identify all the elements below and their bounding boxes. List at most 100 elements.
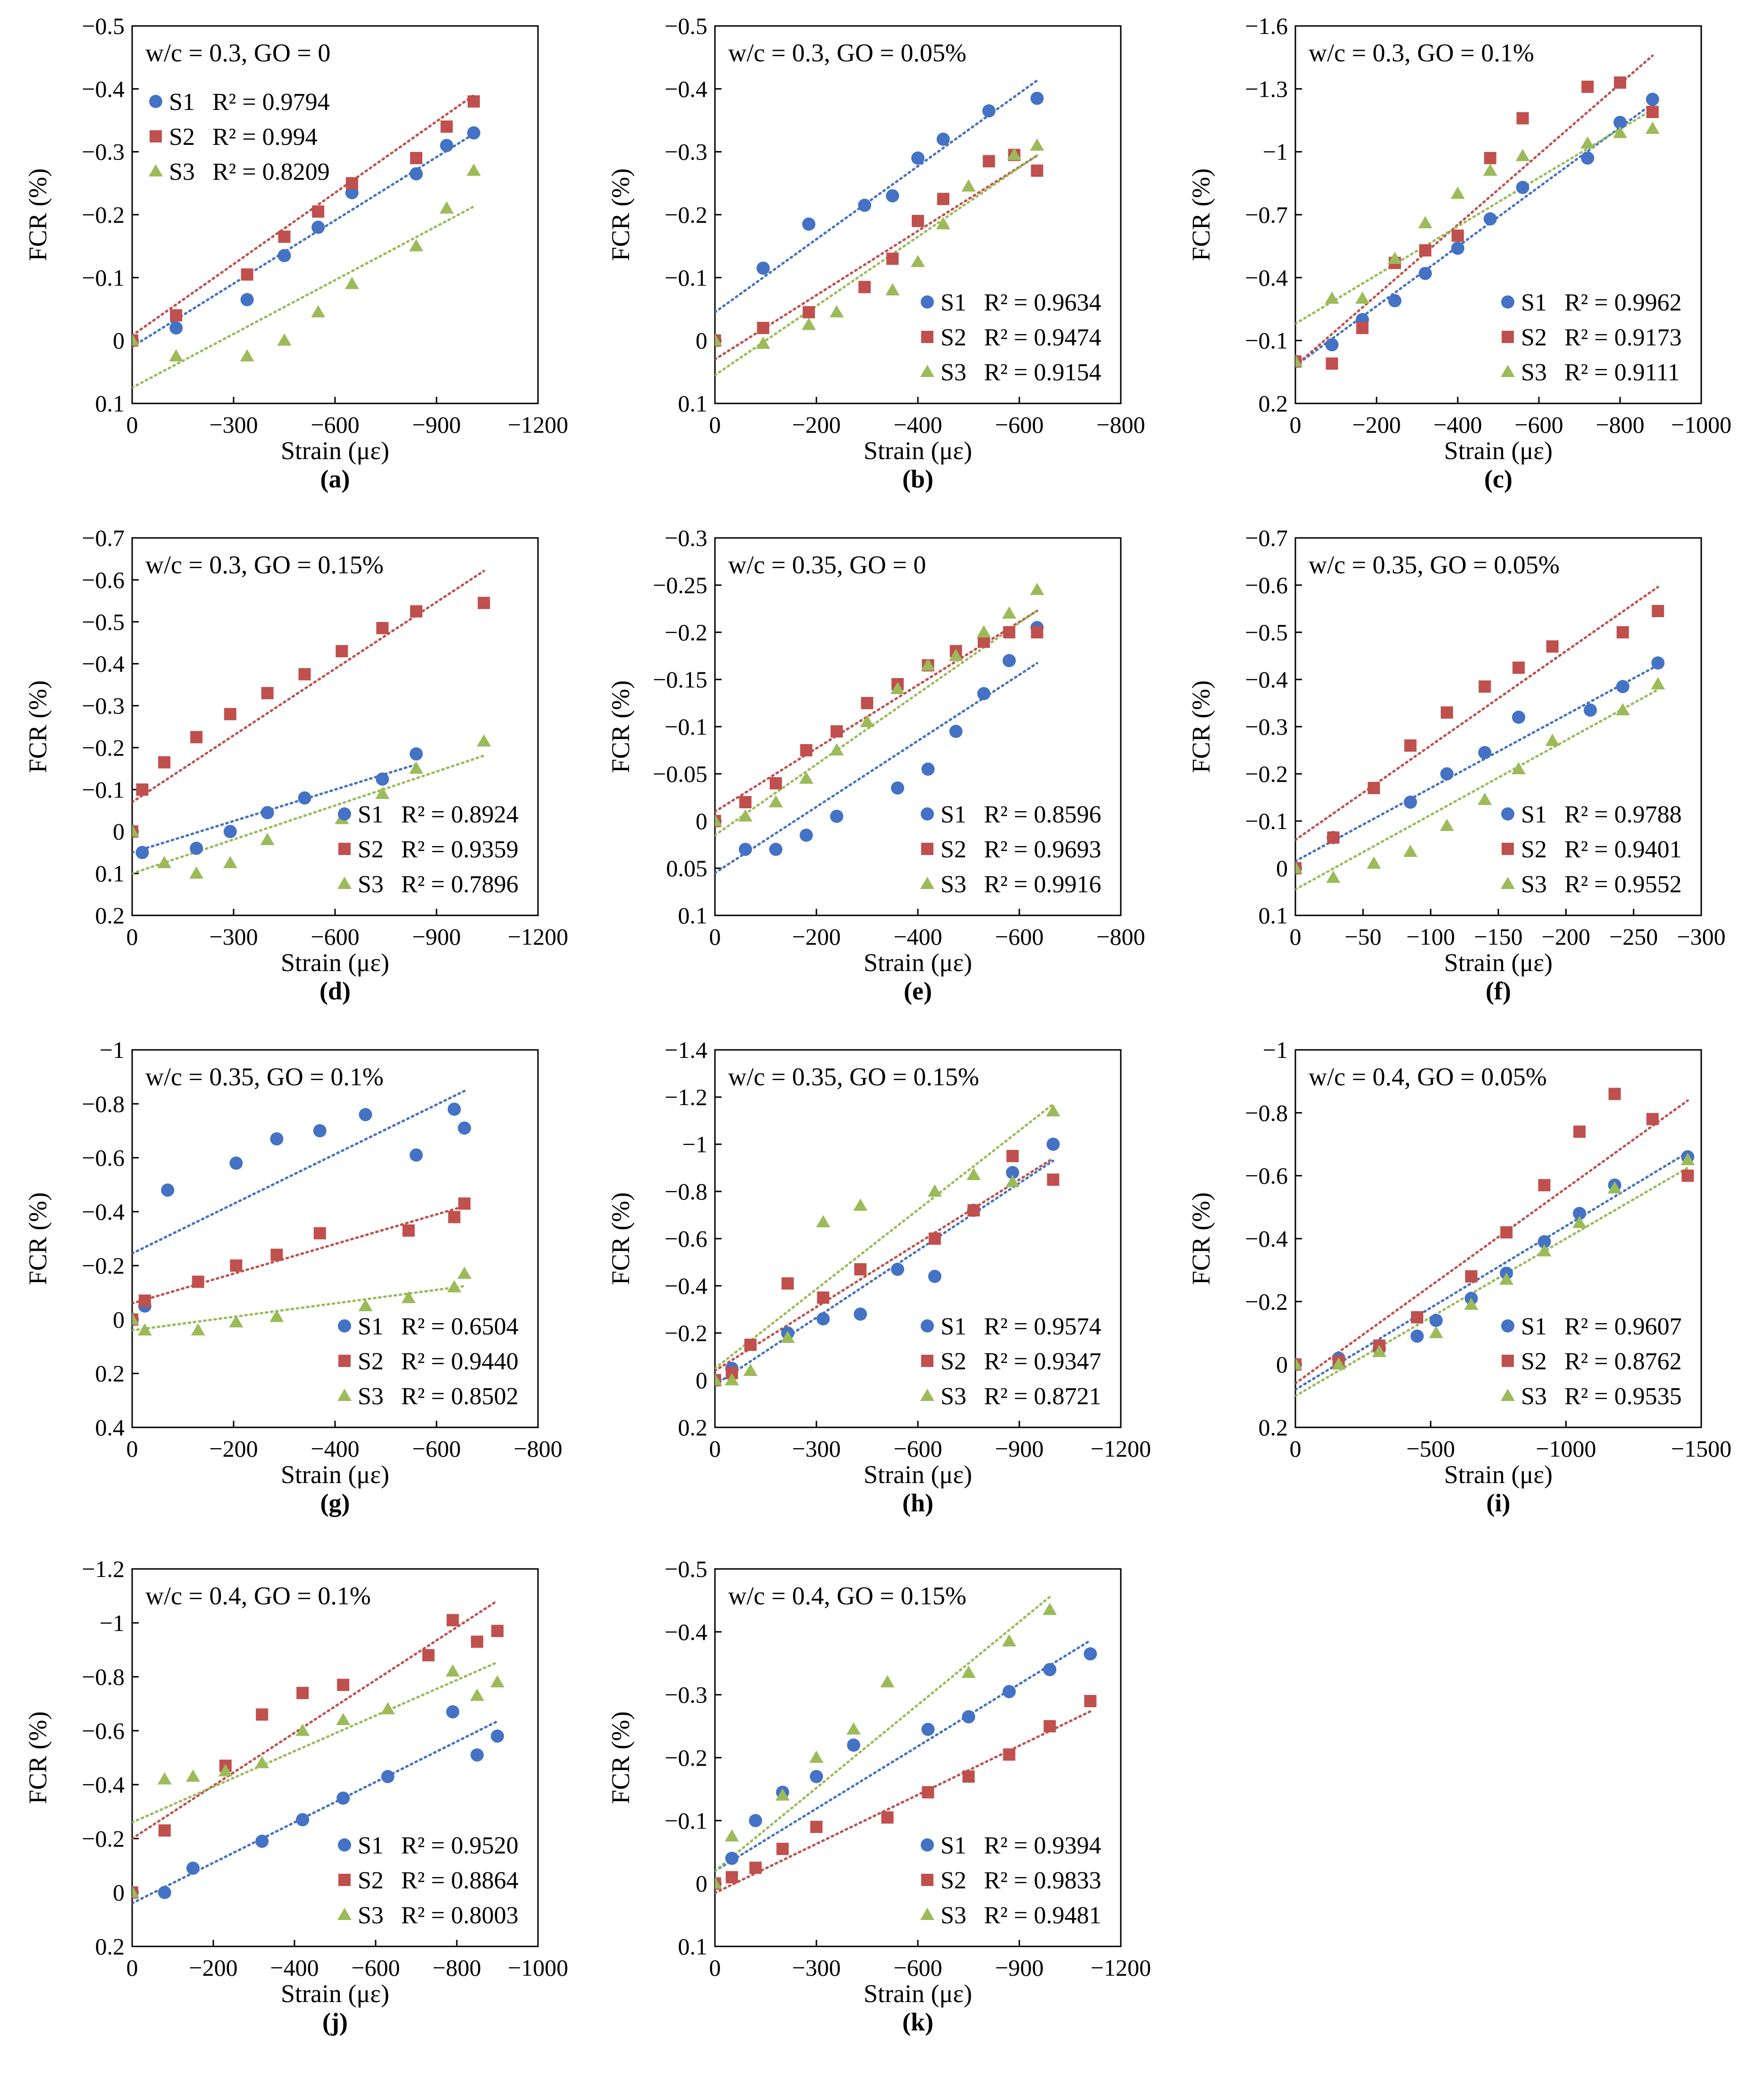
legend-series-name: S3 [941,1383,966,1410]
x-tick-label: −250 [1609,923,1658,950]
data-point-s3 [976,625,991,637]
x-tick-label: −300 [792,1435,840,1462]
data-point-s1 [1516,181,1529,194]
data-point-s2 [1084,1695,1097,1707]
data-point-s2 [1441,706,1453,719]
data-point-s1 [1451,242,1464,255]
legend-marker-s2 [921,843,933,855]
data-point-s3 [1515,149,1530,161]
y-tick-label: 0 [696,327,707,354]
legend-r-squared: R² = 0.8924 [401,801,519,828]
x-tick-label: −1000 [1671,411,1731,438]
y-tick-label: −0.2 [82,201,125,228]
data-point-s2 [928,1232,941,1245]
trendline-s2 [1295,1099,1689,1385]
data-point-s3 [830,305,844,318]
panel-e: 0.1 0.05 0 −0.05 −0.1 −0.15 −0.2 −0.25 −0.3 0 −200… [606,525,1145,1005]
trendline-s1 [715,662,1039,874]
legend-marker-s3 [337,1908,352,1920]
data-point-s2 [241,268,253,281]
y-tick-label: −0.15 [653,666,707,693]
data-point-s2 [739,796,752,808]
y-tick-label: −0.5 [664,1556,707,1582]
legend-series-name: S2 [941,1867,966,1894]
plot-area [715,1103,1060,1387]
x-tick-label: −400 [311,1435,359,1462]
data-point-s2 [770,777,782,789]
panel-title: w/c = 0.35, GO = 0 [728,551,926,579]
data-point-s1 [458,1121,471,1135]
x-tick-label: 0 [126,923,138,950]
legend: S1 R² = 0.9394 S2 R² = 0.9833 S3 R² = 0.9481 [920,1832,1101,1929]
legend-series-name: S1 [1521,289,1547,316]
data-point-s2 [446,1614,459,1626]
x-tick-label: −600 [311,923,359,950]
data-point-s3 [724,1373,739,1385]
data-point-s1 [491,1729,504,1743]
legend-r-squared: R² = 0.9552 [1564,871,1682,898]
legend-r-squared: R² = 0.9394 [984,1832,1101,1859]
legend-r-squared: R² = 0.8209 [212,159,330,185]
data-point-s3 [1355,291,1369,304]
data-point-s3 [466,163,481,176]
data-point-s2 [1614,76,1626,89]
data-point-s2 [1003,626,1016,638]
data-point-s3 [277,333,292,346]
trendline-s3 [715,1103,1055,1370]
plot-frame [131,1568,539,1947]
y-axis-label: FCR (%) [1187,680,1215,773]
panel-title: w/c = 0.4, GO = 0.1% [145,1582,371,1610]
panel-caption: (j) [322,2008,348,2036]
data-point-s3 [1545,734,1560,746]
data-point-s1 [847,1738,860,1752]
y-tick-label: −1 [100,1037,125,1063]
panel-caption: (d) [319,977,351,1005]
panel-h: 0.20−0.2−0.4−0.6−0.8−1−1.2−1.40 −300 −600−… [606,1037,1151,1517]
data-point-s2 [1404,739,1417,752]
data-point-s1 [277,249,291,262]
data-point-s2 [1484,152,1496,164]
panel-caption: (e) [904,977,932,1005]
data-point-s1 [298,791,311,805]
data-point-s1 [161,1183,175,1197]
data-point-s3 [1046,1104,1060,1116]
data-point-s2 [1608,1088,1621,1100]
y-tick-label: −0.05 [653,761,707,787]
plot-area [132,1599,504,1905]
data-point-s2 [1616,626,1629,638]
data-point-s3 [1030,583,1044,595]
data-point-s3 [1295,354,1302,367]
legend-series-name: S1 [941,1313,966,1340]
data-point-s3 [186,1769,200,1782]
data-point-s1 [410,1148,423,1162]
data-point-s3 [1372,1345,1386,1357]
x-axis-label: Strain (με) [1444,1460,1553,1489]
data-point-s3 [375,787,390,799]
y-tick-label: −0.4 [1245,1225,1288,1252]
legend: S1 R² = 0.9962 S2 R² = 0.9173 S3 R² = 0.9111 [1501,289,1682,386]
data-point-s3 [1651,677,1665,689]
trendline-s2 [1295,586,1659,841]
y-tick-label: 0 [696,1870,707,1897]
data-point-s1 [1512,711,1525,724]
trendline-s1 [132,133,475,348]
y-tick-label: −1 [682,1131,707,1157]
legend-series-name: S1 [358,801,384,828]
y-tick-label: −0.3 [664,139,707,165]
data-point-s1 [891,781,904,795]
data-point-s2 [1031,164,1043,177]
data-point-s3 [132,333,139,346]
y-tick-label: −0.3 [82,693,125,719]
legend-series-name: S1 [941,801,966,828]
legend-marker-s2 [921,1874,933,1886]
trendline-s1 [715,1159,1055,1386]
data-point-s3 [1645,121,1660,134]
data-point-s1 [410,747,423,761]
y-tick-label: −1.4 [664,1037,707,1063]
data-point-s2 [1006,1150,1019,1162]
x-tick-label: 0 [1290,1435,1302,1462]
x-tick-label: −800 [1596,411,1644,438]
x-axis-label: Strain (με) [281,1979,389,2008]
data-point-s1 [223,825,237,838]
legend-series-name: S2 [941,836,966,863]
